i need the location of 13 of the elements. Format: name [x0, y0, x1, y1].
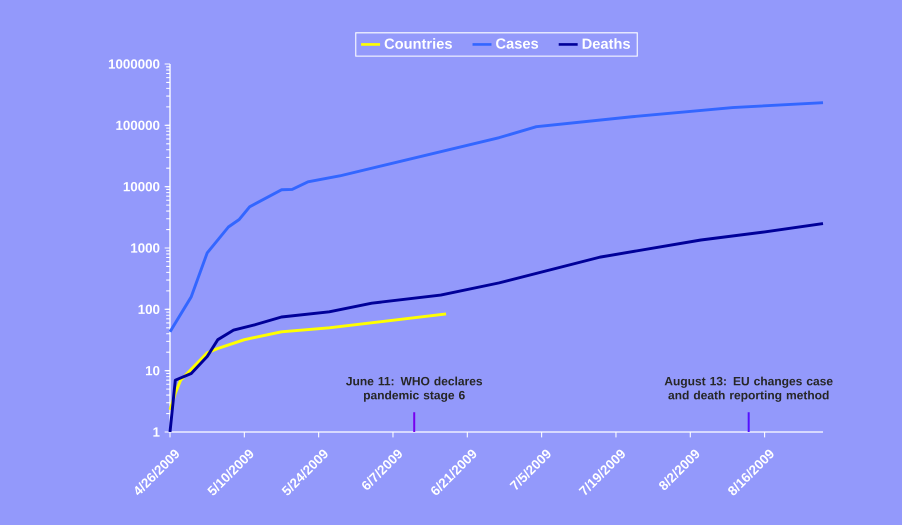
ref-line-label: June 11: WHO declares pandemic stage 6	[346, 376, 482, 402]
legend-label: Cases	[496, 38, 538, 49]
line-series	[168, 101, 824, 334]
y-tick-label: 10000	[124, 182, 160, 192]
y-tick-label: 1000000	[108, 59, 160, 69]
y-tick-label: 1000	[131, 243, 160, 253]
y-tick-label: 1	[153, 427, 160, 437]
legend-label: Deaths	[582, 38, 630, 49]
y-tick-label: 100	[138, 304, 160, 314]
legend-label: Countries	[384, 38, 452, 49]
ref-line-label: August 13: EU changes case and death reporting method	[664, 376, 833, 402]
y-tick-label: 10	[146, 366, 160, 376]
y-tick-label: 100000	[116, 120, 160, 130]
